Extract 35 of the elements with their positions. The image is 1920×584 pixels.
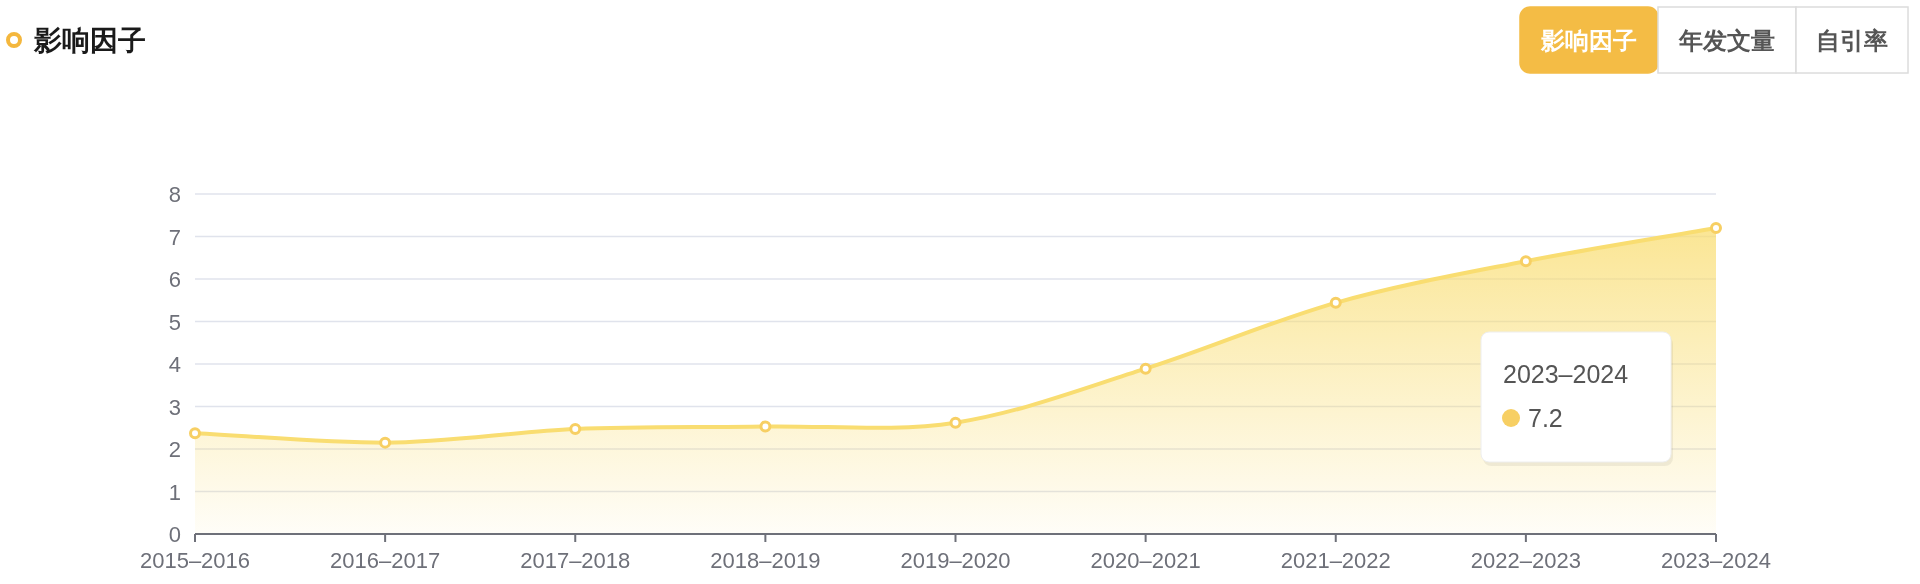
x-tick-label: 2019–2020 — [900, 548, 1011, 573]
point — [949, 416, 962, 429]
point — [379, 436, 392, 449]
x-tick-label: 2017–2018 — [520, 548, 631, 573]
point — [1329, 296, 1342, 309]
y-tick-label: 5 — [168, 309, 181, 335]
point — [1139, 362, 1152, 375]
button: 自引率 — [1795, 6, 1909, 74]
point — [569, 423, 582, 436]
y-tick-label: 6 — [168, 267, 181, 292]
title: 影响因子 — [6, 25, 146, 56]
annotation: 7.2 — [1528, 404, 1563, 432]
y-tick-label: 1 — [168, 479, 181, 505]
button: 影响因子 — [1519, 6, 1659, 74]
button: 年发文量 — [1657, 6, 1797, 74]
y-tick-label: 0 — [168, 522, 181, 547]
y-tick-label: 7 — [168, 224, 181, 250]
tooltip: 2023–2024 7.2 — [1480, 331, 1673, 466]
point — [1519, 255, 1532, 268]
x-tick-label: 2016–2017 — [330, 548, 441, 573]
point — [1710, 222, 1722, 234]
x-tick-label: 2023–2024 — [1660, 548, 1772, 573]
y-tick-label: 2 — [168, 437, 181, 462]
x-tick-label: 2015–2016 — [139, 548, 251, 573]
x-tick-label: 2018–2019 — [710, 548, 821, 573]
chart-title: 影响因子 — [33, 25, 146, 56]
x-tick-label: 2020–2021 — [1090, 548, 1201, 573]
x-tick-label: 2022–2023 — [1470, 548, 1581, 573]
y-tick-label: 4 — [168, 352, 181, 377]
point — [189, 427, 201, 440]
y-tick-label: 3 — [168, 394, 181, 420]
annotation: 2023–2024 — [1503, 360, 1629, 388]
point — [759, 420, 772, 433]
y-tick-label: 8 — [168, 182, 181, 207]
x-tick-label: 2021–2022 — [1280, 548, 1391, 573]
